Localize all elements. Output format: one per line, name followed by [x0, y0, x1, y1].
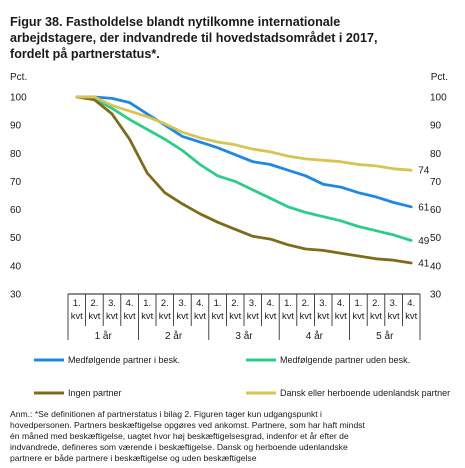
series-end-label-0: 61: [418, 202, 430, 213]
x-quarter-unit-5: kvt: [159, 310, 171, 321]
x-quarter-unit-17: kvt: [370, 310, 382, 321]
y-tick-right-6: 40: [430, 261, 442, 272]
x-quarter-number-0: 1.: [73, 297, 81, 308]
x-quarter-unit-10: kvt: [247, 310, 259, 321]
y-axis-label-left: Pct.: [10, 72, 27, 83]
series-line-1: [77, 97, 411, 241]
note-line-1: Anm.: *Se definitionen af partnerstatus …: [10, 409, 322, 419]
x-quarter-number-17: 2.: [372, 297, 380, 308]
y-tick-left-0: 100: [10, 93, 27, 104]
x-quarter-number-1: 2.: [90, 297, 98, 308]
y-tick-right-3: 70: [430, 177, 442, 188]
x-quarter-number-13: 2.: [302, 297, 310, 308]
x-quarter-unit-13: kvt: [300, 310, 312, 321]
x-quarter-number-6: 3.: [178, 297, 186, 308]
x-quarter-unit-16: kvt: [352, 310, 364, 321]
y-tick-right-4: 60: [430, 205, 442, 216]
series-end-labels: 61 49 41 74: [418, 166, 430, 270]
y-tick-left-6: 40: [10, 261, 22, 272]
legend-label-0: Medfølgende partner i besk.: [68, 355, 180, 365]
y-tick-right-2: 80: [430, 149, 442, 160]
note-line-4: indvandrede, defineres som værende i bes…: [10, 442, 348, 452]
y-axis-left: 100 90 80 70 60 50 40 30: [10, 93, 27, 301]
x-quarter-number-15: 4.: [337, 297, 345, 308]
x-quarter-unit-6: kvt: [176, 310, 188, 321]
x-year-label-0: 1 år: [95, 330, 113, 342]
x-quarter-number-19: 4.: [407, 297, 415, 308]
y-tick-left-1: 90: [10, 121, 22, 132]
legend-label-3: Dansk eller herboende udenlandsk partner: [280, 388, 450, 398]
x-quarter-unit-1: kvt: [88, 310, 100, 321]
x-year-label-1: 2 år: [165, 330, 183, 342]
x-quarter-unit-15: kvt: [335, 310, 347, 321]
series-end-label-1: 49: [418, 236, 430, 247]
x-quarter-unit-12: kvt: [282, 310, 294, 321]
x-quarter-number-5: 2.: [161, 297, 169, 308]
y-tick-right-7: 30: [430, 290, 442, 301]
y-axis-label-right: Pct.: [431, 72, 448, 83]
chart-note: Anm.: *Se definitionen af partnerstatus …: [10, 409, 455, 464]
x-quarter-unit-4: kvt: [141, 310, 153, 321]
x-quarter-number-12: 1.: [284, 297, 292, 308]
x-quarter-number-8: 1.: [214, 297, 222, 308]
y-axis-right: 100 90 80 70 60 50 40 30: [430, 93, 447, 301]
note-line-3: én måned med beskæftigelse, uagtet hvor …: [10, 431, 349, 441]
x-quarter-unit-9: kvt: [229, 310, 241, 321]
x-quarter-number-7: 4.: [196, 297, 204, 308]
note-line-2: hovedpersonen. Partners beskæftigelse op…: [10, 420, 365, 430]
x-quarter-unit-19: kvt: [405, 310, 417, 321]
y-tick-left-5: 50: [10, 233, 22, 244]
x-quarter-unit-14: kvt: [317, 310, 329, 321]
y-tick-left-2: 80: [10, 149, 22, 160]
series-line-0: [77, 97, 411, 207]
x-quarter-number-18: 3.: [390, 297, 398, 308]
x-quarter-unit-3: kvt: [124, 310, 136, 321]
x-quarter-unit-8: kvt: [212, 310, 224, 321]
x-quarter-number-16: 1.: [354, 297, 362, 308]
x-quarter-unit-2: kvt: [106, 310, 118, 321]
y-tick-left-3: 70: [10, 177, 22, 188]
series-end-label-3: 74: [418, 166, 430, 177]
x-quarter-number-11: 4.: [266, 297, 274, 308]
x-quarter-number-10: 3.: [249, 297, 257, 308]
y-tick-right-0: 100: [430, 93, 447, 104]
legend-label-1: Medfølgende partner uden besk.: [280, 355, 410, 365]
x-quarter-number-2: 3.: [108, 297, 116, 308]
y-tick-left-7: 30: [10, 290, 22, 301]
y-tick-right-5: 50: [430, 233, 442, 244]
y-tick-right-1: 90: [430, 121, 442, 132]
x-quarter-number-3: 4.: [126, 297, 134, 308]
series-end-label-2: 41: [418, 259, 430, 270]
x-quarter-number-14: 3.: [319, 297, 327, 308]
legend-label-2: Ingen partner: [68, 388, 122, 398]
x-quarter-unit-11: kvt: [264, 310, 276, 321]
x-quarter-unit-7: kvt: [194, 310, 206, 321]
x-axis: 1. kvt 2. kvt 3. kvt 4. kvt 1. kvt 2. kvt 3. kvt 4. kvt…: [68, 294, 420, 342]
series-line-2: [77, 97, 411, 263]
x-quarter-unit-18: kvt: [388, 310, 400, 321]
x-quarter-number-4: 1.: [143, 297, 151, 308]
y-tick-left-4: 60: [10, 205, 22, 216]
x-quarter-number-9: 2.: [231, 297, 239, 308]
x-quarter-unit-0: kvt: [71, 310, 83, 321]
note-line-5: partnere er både partnere i beskæftigels…: [10, 453, 257, 463]
legend: Medfølgende partner i besk. Medfølgende p…: [34, 355, 450, 398]
x-year-label-4: 5 år: [376, 330, 394, 342]
x-year-label-2: 3 år: [235, 330, 253, 342]
series-lines: [77, 97, 411, 263]
x-year-label-3: 4 år: [306, 330, 324, 342]
line-chart: Pct. Pct. 100 90 80 70 60 50 40 30 100 90 80 70 60 5…: [0, 0, 465, 408]
